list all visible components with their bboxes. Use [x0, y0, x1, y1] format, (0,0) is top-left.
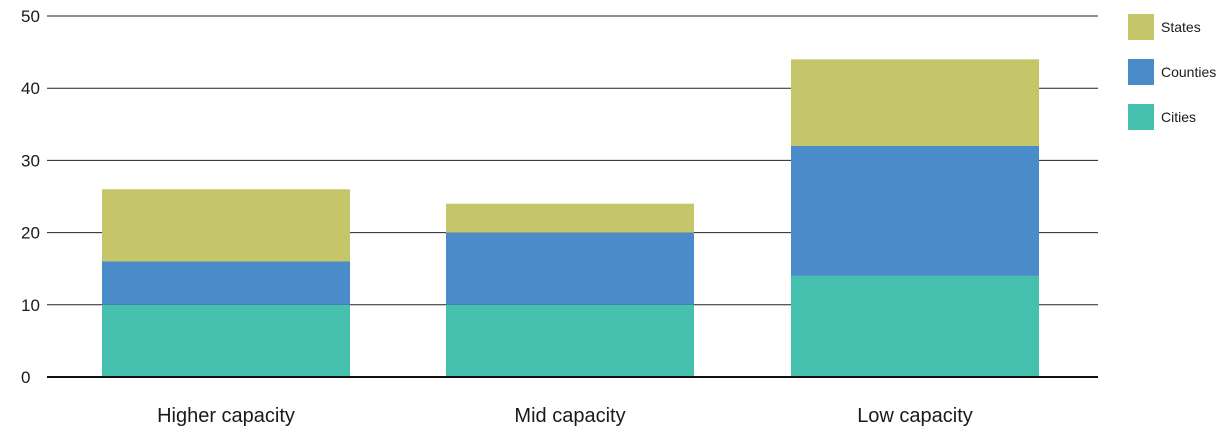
bar-cities-higher-capacity — [102, 304, 350, 377]
bar-states-mid-capacity — [446, 203, 694, 233]
legend-label-states: States — [1161, 19, 1201, 35]
x-category-label: Higher capacity — [157, 405, 295, 427]
y-tick-label: 50 — [21, 7, 40, 26]
legend-swatch-cities — [1128, 104, 1154, 130]
x-category-label: Low capacity — [857, 405, 973, 427]
legend-label-counties: Counties — [1161, 64, 1216, 80]
bar-cities-mid-capacity — [446, 304, 694, 377]
legend-swatch-states — [1128, 14, 1154, 40]
legend: States Counties Cities — [1128, 14, 1216, 130]
y-tick-label: 10 — [21, 296, 40, 315]
bar-states-low-capacity — [791, 59, 1039, 146]
bar-cities-low-capacity — [791, 275, 1039, 377]
legend-swatch-counties — [1128, 59, 1154, 85]
y-tick-label: 30 — [21, 151, 40, 170]
y-tick-label: 0 — [21, 368, 30, 387]
y-tick-label: 20 — [21, 224, 40, 243]
bar-counties-low-capacity — [791, 145, 1039, 276]
bars — [102, 59, 1039, 377]
y-tick-label: 40 — [21, 79, 40, 98]
y-axis-tick-labels: 0 10 20 30 40 50 — [21, 7, 40, 387]
x-axis-category-labels: Higher capacity Mid capacity Low capacity — [157, 405, 973, 427]
x-category-label: Mid capacity — [514, 405, 625, 427]
bar-counties-mid-capacity — [446, 232, 694, 305]
legend-label-cities: Cities — [1161, 109, 1196, 125]
bar-counties-higher-capacity — [102, 261, 350, 305]
bar-states-higher-capacity — [102, 189, 350, 262]
